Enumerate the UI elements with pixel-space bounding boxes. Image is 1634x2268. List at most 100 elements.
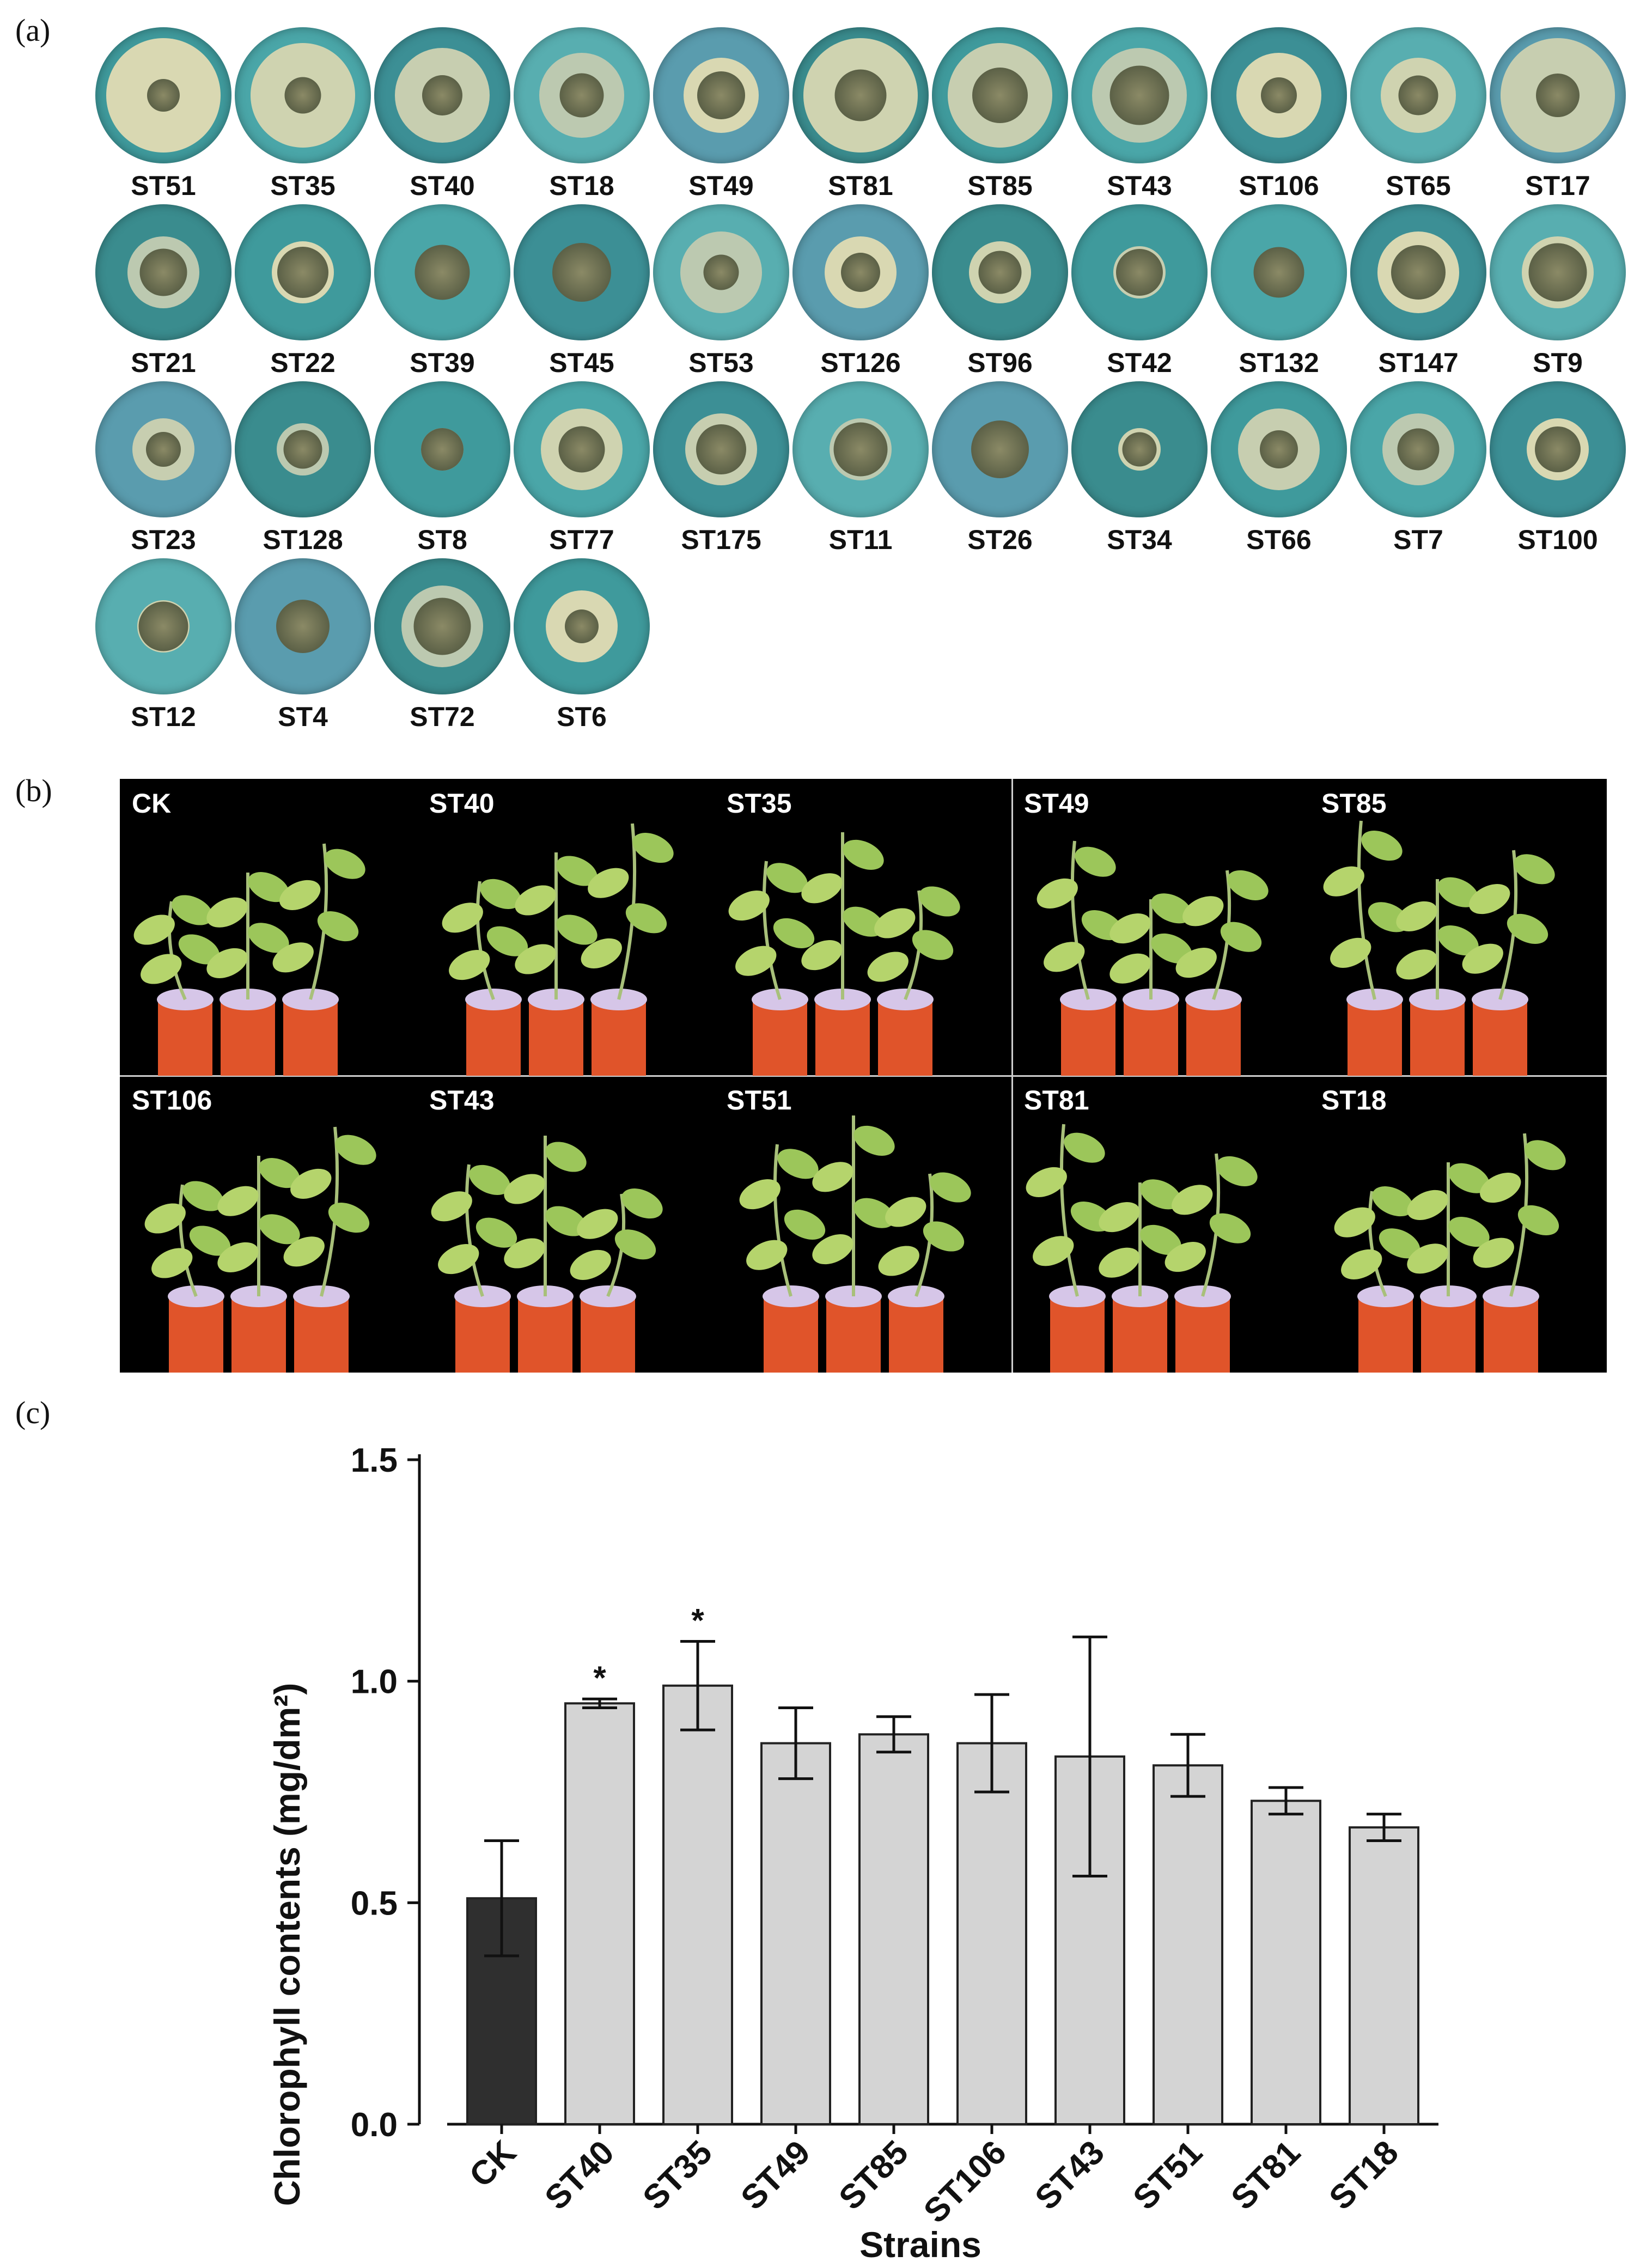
bar-st35 — [662, 1684, 733, 2125]
plant-leaf — [1396, 949, 1437, 980]
petri-dish: ST175 — [653, 381, 789, 555]
plant-leaf — [621, 1188, 663, 1219]
plant-stem — [178, 1184, 198, 1297]
dish-label: ST22 — [270, 347, 336, 378]
petri-dish: ST132 — [1211, 204, 1347, 378]
plant-leaf — [614, 1229, 656, 1260]
dish-plate — [374, 558, 510, 694]
colony — [696, 424, 746, 474]
error-bar — [1072, 1635, 1107, 1878]
petri-dish: ST26 — [932, 381, 1068, 555]
dish-label: ST40 — [410, 170, 475, 201]
y-tick-label: 1.0 — [351, 1663, 398, 1701]
dish-plate — [1490, 27, 1626, 163]
dish-label: ST34 — [1107, 525, 1172, 555]
plant-leaf — [784, 1209, 826, 1240]
plant-leaf — [812, 1162, 853, 1192]
x-tick-label: ST85 — [832, 2133, 916, 2217]
dish-plate — [374, 204, 510, 340]
plant-leaf — [1220, 922, 1262, 952]
dish-label: ST45 — [549, 347, 614, 378]
plant-leaf — [480, 879, 521, 909]
plant-illustration — [739, 1115, 971, 1373]
plant-leaf — [739, 1179, 781, 1210]
plant-leaf — [801, 873, 843, 904]
significance-marker: * — [691, 1602, 704, 1638]
colony — [284, 77, 321, 114]
plant-leaf — [1396, 901, 1437, 931]
x-tick-label: ST51 — [1126, 2133, 1210, 2217]
petri-dish: ST8 — [374, 381, 510, 555]
dish-plate — [792, 27, 929, 163]
plant-leaf — [1151, 933, 1192, 964]
plant-leaf — [248, 872, 289, 903]
plant-photo-cell: ST35 — [715, 779, 1012, 1076]
error-bar — [680, 1639, 715, 1732]
error-bar — [1269, 1786, 1303, 1816]
petri-dish: ST9 — [1490, 204, 1626, 378]
dish-label: ST17 — [1525, 170, 1590, 201]
plant-leaf — [1099, 1247, 1140, 1278]
culture-tube — [753, 999, 807, 1076]
dish-plate — [514, 204, 650, 340]
plant-leaf — [1323, 866, 1364, 897]
photo-label: CK — [132, 788, 172, 819]
culture-tube — [764, 1296, 818, 1373]
dish-plate — [514, 381, 650, 517]
dish-plate — [653, 381, 789, 517]
petri-dish: ST4 — [235, 558, 371, 732]
dish-plate — [1490, 204, 1626, 340]
error-bar — [974, 1693, 1009, 1794]
plant-leaf — [912, 930, 954, 960]
panel-b-label: (b) — [15, 773, 52, 808]
plant-leaf — [217, 1242, 259, 1272]
bar-st81 — [1251, 1800, 1321, 2125]
petri-dish: ST49 — [653, 27, 789, 201]
x-tick-label: ST106 — [917, 2133, 1014, 2230]
dish-label: ST21 — [131, 347, 196, 378]
colony — [978, 251, 1022, 294]
dish-plate — [235, 204, 371, 340]
petri-dish: ST45 — [514, 204, 650, 378]
dish-plate — [1211, 381, 1347, 517]
plant-photo-cell: ST81 — [1012, 1076, 1309, 1373]
plant-leaf — [469, 1165, 510, 1195]
bar-st49 — [760, 1742, 831, 2125]
plant-leaf — [1026, 1167, 1067, 1197]
plant-stem — [475, 881, 495, 1001]
dish-plate — [95, 558, 231, 694]
plant-leaf — [438, 1244, 479, 1275]
plant-leaf — [1437, 925, 1479, 956]
dish-plate — [932, 27, 1068, 163]
plant-leaf — [431, 1191, 472, 1222]
plant-stem — [1059, 1124, 1079, 1297]
colony — [697, 71, 745, 119]
petri-dish: ST12 — [95, 558, 231, 732]
dish-label: ST35 — [270, 170, 336, 201]
dish-plate — [374, 381, 510, 517]
plant-leaf — [144, 1203, 186, 1234]
dish-label: ST6 — [557, 702, 607, 732]
plant-leaf — [486, 926, 528, 956]
petri-dish: ST66 — [1211, 381, 1347, 555]
plant-leaf — [217, 1186, 259, 1216]
dish-label: ST126 — [820, 347, 901, 378]
culture-tube — [466, 999, 521, 1076]
culture-tube — [1113, 1296, 1167, 1373]
petri-dish: ST147 — [1350, 204, 1486, 378]
plant-leaf — [853, 1198, 895, 1228]
error-bar — [1170, 1733, 1205, 1798]
petri-dish: ST23 — [95, 381, 231, 555]
plant-leaf — [853, 1125, 895, 1156]
petri-dish: ST53 — [653, 204, 789, 378]
plant-leaf — [930, 1172, 971, 1203]
plant-leaf — [874, 908, 916, 938]
y-axis-label: Chlorophyll contents (mg/dm²) — [267, 1683, 307, 2206]
dish-plate — [235, 381, 371, 517]
plant-leaf — [259, 1158, 300, 1188]
plant-photo-cell: ST18 — [1309, 1076, 1607, 1373]
plant-leaf — [272, 942, 314, 973]
plant-leaf — [545, 1206, 587, 1236]
plant-leaf — [1182, 896, 1224, 926]
plant-leaf — [328, 1203, 370, 1233]
